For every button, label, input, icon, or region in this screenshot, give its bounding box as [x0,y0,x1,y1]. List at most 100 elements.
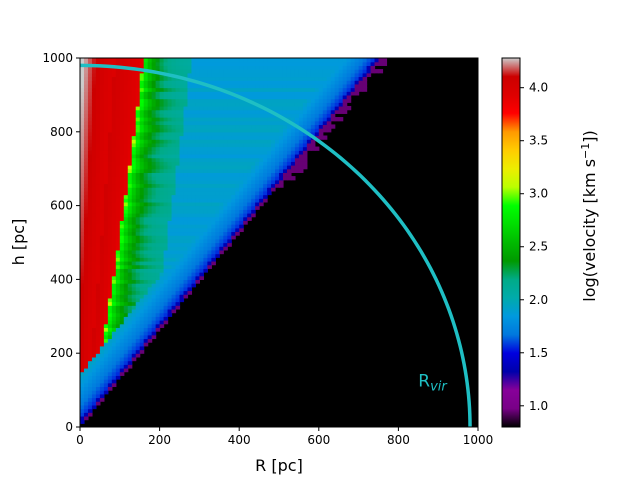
heatmap-cell [255,124,260,129]
heatmap-cell [191,209,197,214]
heatmap-cell [91,201,97,207]
heatmap-cell [163,61,169,66]
heatmap-cell [87,91,93,96]
heatmap-cell [147,146,153,151]
heatmap-cell [123,301,129,306]
heatmap-cell [183,201,189,207]
heatmap-cell [171,279,177,284]
heatmap-cell [290,94,296,100]
heatmap-cell [119,242,125,247]
heatmap-cell [115,367,121,373]
heatmap-cell [263,124,268,129]
heatmap-cell [223,72,228,78]
heatmap-cell [275,142,280,148]
heatmap-cell [135,124,141,129]
heatmap-cell [115,356,121,362]
heatmap-cell [91,253,97,258]
heatmap-cell [175,187,181,192]
heatmap-cell [219,128,224,133]
heatmap-cell [203,161,208,166]
heatmap-cell [80,198,85,203]
heatmap-cell [135,142,141,148]
heatmap-cell [131,268,137,273]
heatmap-cell [259,69,264,74]
heatmap-cell [179,294,185,299]
heatmap-cell [171,157,177,162]
heatmap-cell [195,172,200,177]
heatmap-cell [199,179,204,185]
heatmap-cell [163,124,169,129]
heatmap-cell [279,65,284,70]
heatmap-cell [99,312,105,317]
heatmap-cell [271,120,276,126]
heatmap-cell [175,128,181,133]
x-tick-label: 800 [387,433,410,447]
heatmap-cell [207,124,212,129]
heatmap-cell [215,91,220,96]
heatmap-cell [87,176,93,181]
heatmap-cell [187,69,193,74]
heatmap-cell [302,76,308,81]
heatmap-cell [334,65,340,70]
heatmap-cell [159,190,165,196]
heatmap-cell [203,209,208,214]
heatmap-cell [294,146,300,151]
heatmap-cell [267,183,272,188]
heatmap-cell [83,401,89,406]
heatmap-cell [87,65,93,70]
colorbar-ticks: 1.01.52.02.53.03.54.0 [520,81,548,413]
heatmap-cell [187,187,193,192]
y-tick-label: 1000 [42,51,73,65]
heatmap-cell [195,83,200,89]
heatmap-cell [127,360,133,365]
heatmap-cell [267,76,272,81]
heatmap-cell [143,58,149,63]
heatmap-cell [80,83,85,89]
heatmap-cell [310,105,316,111]
heatmap-cell [80,212,85,218]
heatmap-cell [203,65,208,70]
y-tick-label: 800 [50,125,73,139]
heatmap-cell [163,290,169,295]
heatmap-cell [159,153,165,159]
heatmap-cell [167,65,173,70]
heatmap-cell [298,142,304,148]
heatmap-cell [267,65,272,70]
heatmap-cell [91,242,97,247]
heatmap-cell [227,120,232,126]
heatmap-cell [251,69,256,74]
heatmap-cell [115,150,121,155]
heatmap-cell [119,135,125,140]
heatmap-cell [239,212,244,218]
heatmap-cell [139,139,145,144]
heatmap-cell [239,128,244,133]
heatmap-cell [338,65,344,70]
heatmap-cell [187,58,193,63]
heatmap-cell [223,209,228,214]
heatmap-cell [183,105,189,111]
heatmap-cell [366,58,372,63]
heatmap-cell [302,102,308,107]
heatmap-cell [155,172,161,177]
heatmap-cell [203,264,208,269]
heatmap-cell [127,198,133,203]
heatmap-cell [255,69,260,74]
heatmap-cell [91,212,97,218]
heatmap-cell [243,216,248,221]
heatmap-cell [107,172,113,177]
heatmap-cell [83,268,89,273]
heatmap-cell [219,61,224,66]
heatmap-cell [119,364,125,369]
heatmap-cell [207,61,212,66]
heatmap-cell [83,375,89,380]
heatmap-cell [271,131,276,137]
heatmap-cell [123,294,129,299]
heatmap-cell [183,109,189,114]
heatmap-cell [127,150,133,155]
heatmap-cell [171,283,177,288]
heatmap-cell [87,275,93,280]
heatmap-cell [139,279,145,284]
heatmap-cell [211,165,216,170]
heatmap-cell [183,102,189,107]
heatmap-cell [127,80,133,85]
